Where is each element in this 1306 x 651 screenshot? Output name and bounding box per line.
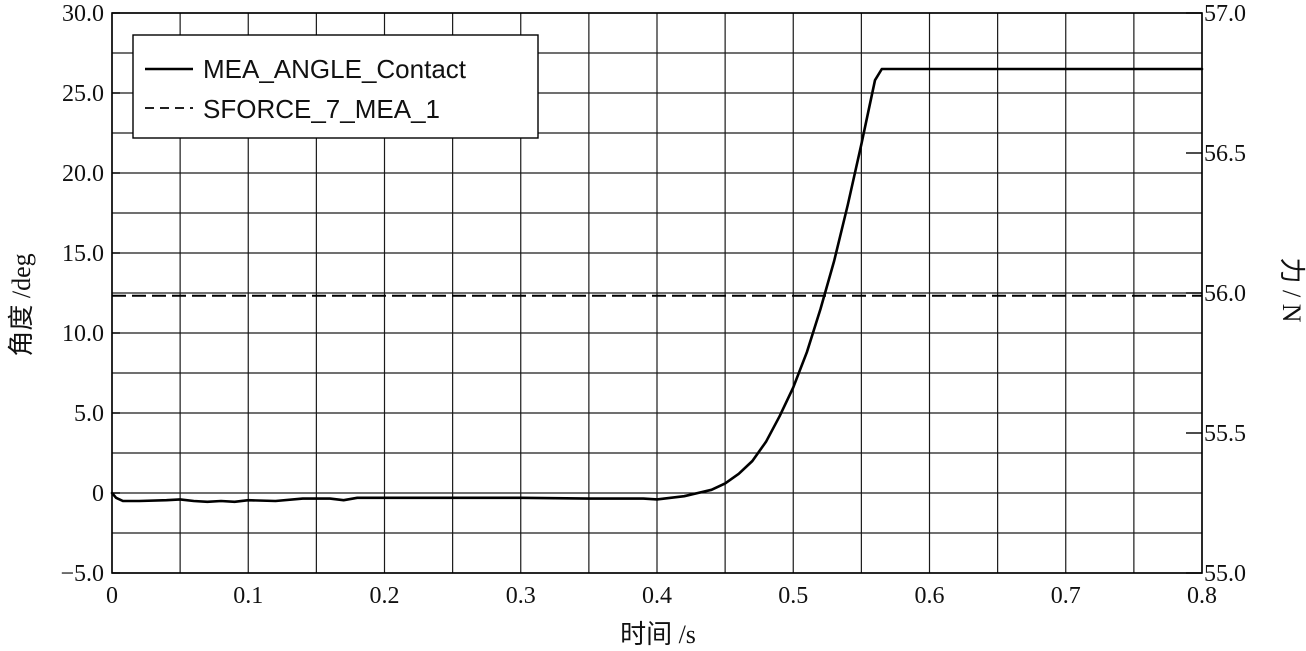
x-tick-label: 0.6	[915, 583, 945, 609]
y-right-tick-label: 55.5	[1204, 421, 1246, 447]
y-left-tick-label: 0	[92, 481, 104, 507]
legend-label-force: SFORCE_7_MEA_1	[203, 94, 440, 124]
y-right-tick-label: 55.0	[1204, 561, 1246, 587]
x-axis-title: 时间 /s	[620, 620, 696, 649]
y-right-tick-label: 56.5	[1204, 141, 1246, 167]
left-axis: −5.0 0 5.0 10.0 15.0 20.0 25.0 30.0	[60, 1, 120, 587]
y-right-tick-label: 56.0	[1204, 281, 1246, 307]
y-axis-left-title: 角度 /deg	[7, 253, 36, 356]
x-tick-label: 0.7	[1051, 583, 1081, 609]
y-left-tick-label: 15.0	[62, 241, 104, 267]
x-tick-label: 0.1	[233, 583, 263, 609]
series-line-angle	[110, 67, 1204, 504]
legend-label-angle: MEA_ANGLE_Contact	[203, 54, 467, 84]
x-tick-label: 0	[106, 583, 118, 609]
series-layer	[110, 67, 1204, 504]
y-right-tick-label: 57.0	[1204, 1, 1246, 27]
y-axis-right-title: 力 / N	[1277, 257, 1306, 322]
y-left-tick-label: −5.0	[60, 561, 104, 587]
y-left-tick-label: 10.0	[62, 321, 104, 347]
bottom-axis: 0 0.1 0.2 0.3 0.4 0.5 0.6 0.7 0.8	[106, 583, 1217, 609]
x-tick-label: 0.5	[778, 583, 808, 609]
x-tick-label: 0.3	[506, 583, 536, 609]
legend: MEA_ANGLE_Contact SFORCE_7_MEA_1	[132, 34, 539, 139]
y-left-tick-label: 30.0	[62, 1, 104, 27]
legend-box	[132, 34, 539, 139]
y-left-tick-label: 25.0	[62, 81, 104, 107]
x-tick-label: 0.4	[642, 583, 672, 609]
x-tick-label: 0.2	[370, 583, 400, 609]
right-axis: 55.0 55.5 56.0 56.5 57.0	[1186, 1, 1246, 587]
y-left-tick-label: 20.0	[62, 161, 104, 187]
x-tick-label: 0.8	[1187, 583, 1217, 609]
y-left-tick-label: 5.0	[74, 401, 104, 427]
